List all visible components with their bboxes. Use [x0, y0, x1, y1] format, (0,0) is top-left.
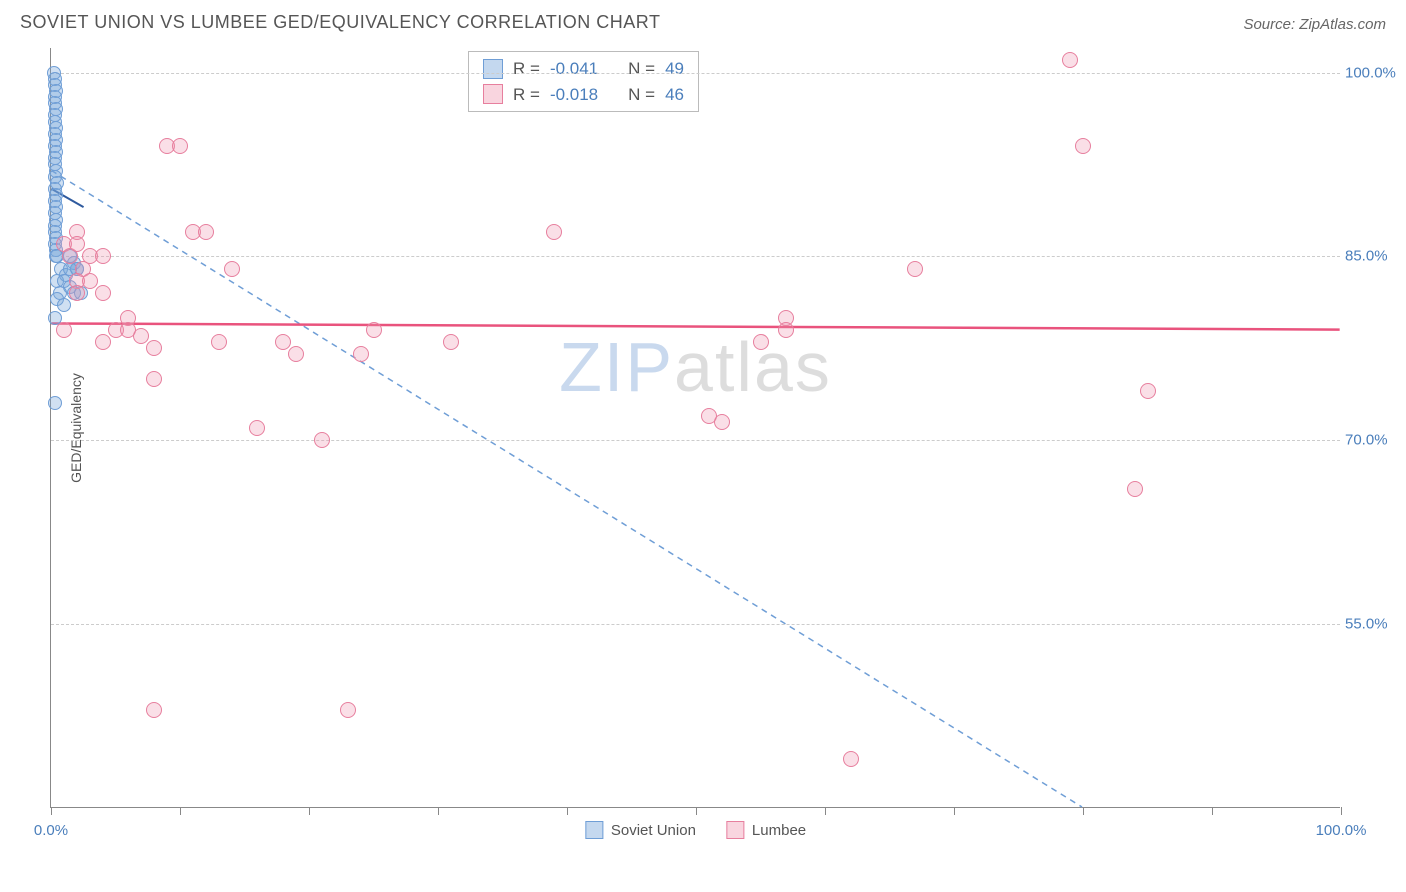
gridline	[51, 440, 1340, 441]
scatter-point	[340, 702, 356, 718]
xtick	[1083, 807, 1084, 815]
stat-value-n: 49	[665, 56, 684, 82]
scatter-point	[275, 334, 291, 350]
scatter-point	[1075, 138, 1091, 154]
xtick	[309, 807, 310, 815]
scatter-point	[1127, 481, 1143, 497]
stats-swatch	[483, 84, 503, 104]
xtick	[696, 807, 697, 815]
scatter-point	[353, 346, 369, 362]
scatter-point	[778, 322, 794, 338]
scatter-point	[95, 285, 111, 301]
stat-value-n: 46	[665, 82, 684, 108]
scatter-point	[714, 414, 730, 430]
scatter-point	[172, 138, 188, 154]
trend-lines-layer	[51, 48, 1340, 807]
xtick-label: 100.0%	[1316, 822, 1367, 839]
scatter-point	[120, 322, 136, 338]
xtick	[825, 807, 826, 815]
scatter-point	[82, 273, 98, 289]
scatter-point	[57, 298, 71, 312]
scatter-point	[48, 396, 62, 410]
source-label: Source: ZipAtlas.com	[1243, 16, 1386, 33]
legend-item: Lumbee	[726, 821, 806, 839]
legend-item: Soviet Union	[585, 821, 696, 839]
xtick	[438, 807, 439, 815]
stat-label-r: R =	[513, 56, 540, 82]
chart-title: SOVIET UNION VS LUMBEE GED/EQUIVALENCY C…	[20, 12, 660, 33]
scatter-point	[288, 346, 304, 362]
ytick-label: 55.0%	[1345, 616, 1395, 633]
scatter-point	[907, 261, 923, 277]
xtick	[51, 807, 52, 815]
legend-label: Lumbee	[752, 822, 806, 839]
scatter-point	[69, 236, 85, 252]
gridline	[51, 73, 1340, 74]
scatter-point	[146, 371, 162, 387]
xtick	[1341, 807, 1342, 815]
scatter-point	[1140, 383, 1156, 399]
stats-swatch	[483, 59, 503, 79]
stats-row: R = -0.041 N = 49	[483, 56, 684, 82]
scatter-point	[443, 334, 459, 350]
trend-line-dashed	[51, 170, 1082, 807]
gridline	[51, 624, 1340, 625]
scatter-point	[249, 420, 265, 436]
scatter-point	[146, 702, 162, 718]
scatter-point	[224, 261, 240, 277]
gridline	[51, 256, 1340, 257]
scatter-point	[843, 751, 859, 767]
scatter-point	[198, 224, 214, 240]
scatter-point	[1062, 52, 1078, 68]
scatter-point	[95, 248, 111, 264]
legend-swatch	[585, 821, 603, 839]
stats-row: R = -0.018 N = 46	[483, 82, 684, 108]
ytick-label: 85.0%	[1345, 248, 1395, 265]
bottom-legend: Soviet Union Lumbee	[585, 821, 806, 839]
ytick-label: 100.0%	[1345, 64, 1395, 81]
stat-label-n: N =	[628, 56, 655, 82]
scatter-point	[95, 334, 111, 350]
xtick	[954, 807, 955, 815]
scatter-point	[69, 285, 85, 301]
scatter-point	[146, 340, 162, 356]
scatter-point	[753, 334, 769, 350]
scatter-point	[546, 224, 562, 240]
xtick	[180, 807, 181, 815]
scatter-point	[56, 322, 72, 338]
trend-line	[51, 323, 1339, 329]
stat-label-r: R =	[513, 82, 540, 108]
scatter-point	[314, 432, 330, 448]
xtick	[567, 807, 568, 815]
scatter-point	[211, 334, 227, 350]
ytick-label: 70.0%	[1345, 432, 1395, 449]
stat-label-n: N =	[628, 82, 655, 108]
stat-value-r: -0.018	[550, 82, 598, 108]
legend-swatch	[726, 821, 744, 839]
chart-plot-area: GED/Equivalency ZIPatlas R =-0.041N =49R…	[50, 48, 1340, 808]
xtick	[1212, 807, 1213, 815]
stat-value-r: -0.041	[550, 56, 598, 82]
stats-box: R = -0.041 N = 49 R = -0.018 N = 46	[468, 51, 699, 112]
xtick-label: 0.0%	[34, 822, 68, 839]
legend-label: Soviet Union	[611, 822, 696, 839]
scatter-point	[366, 322, 382, 338]
